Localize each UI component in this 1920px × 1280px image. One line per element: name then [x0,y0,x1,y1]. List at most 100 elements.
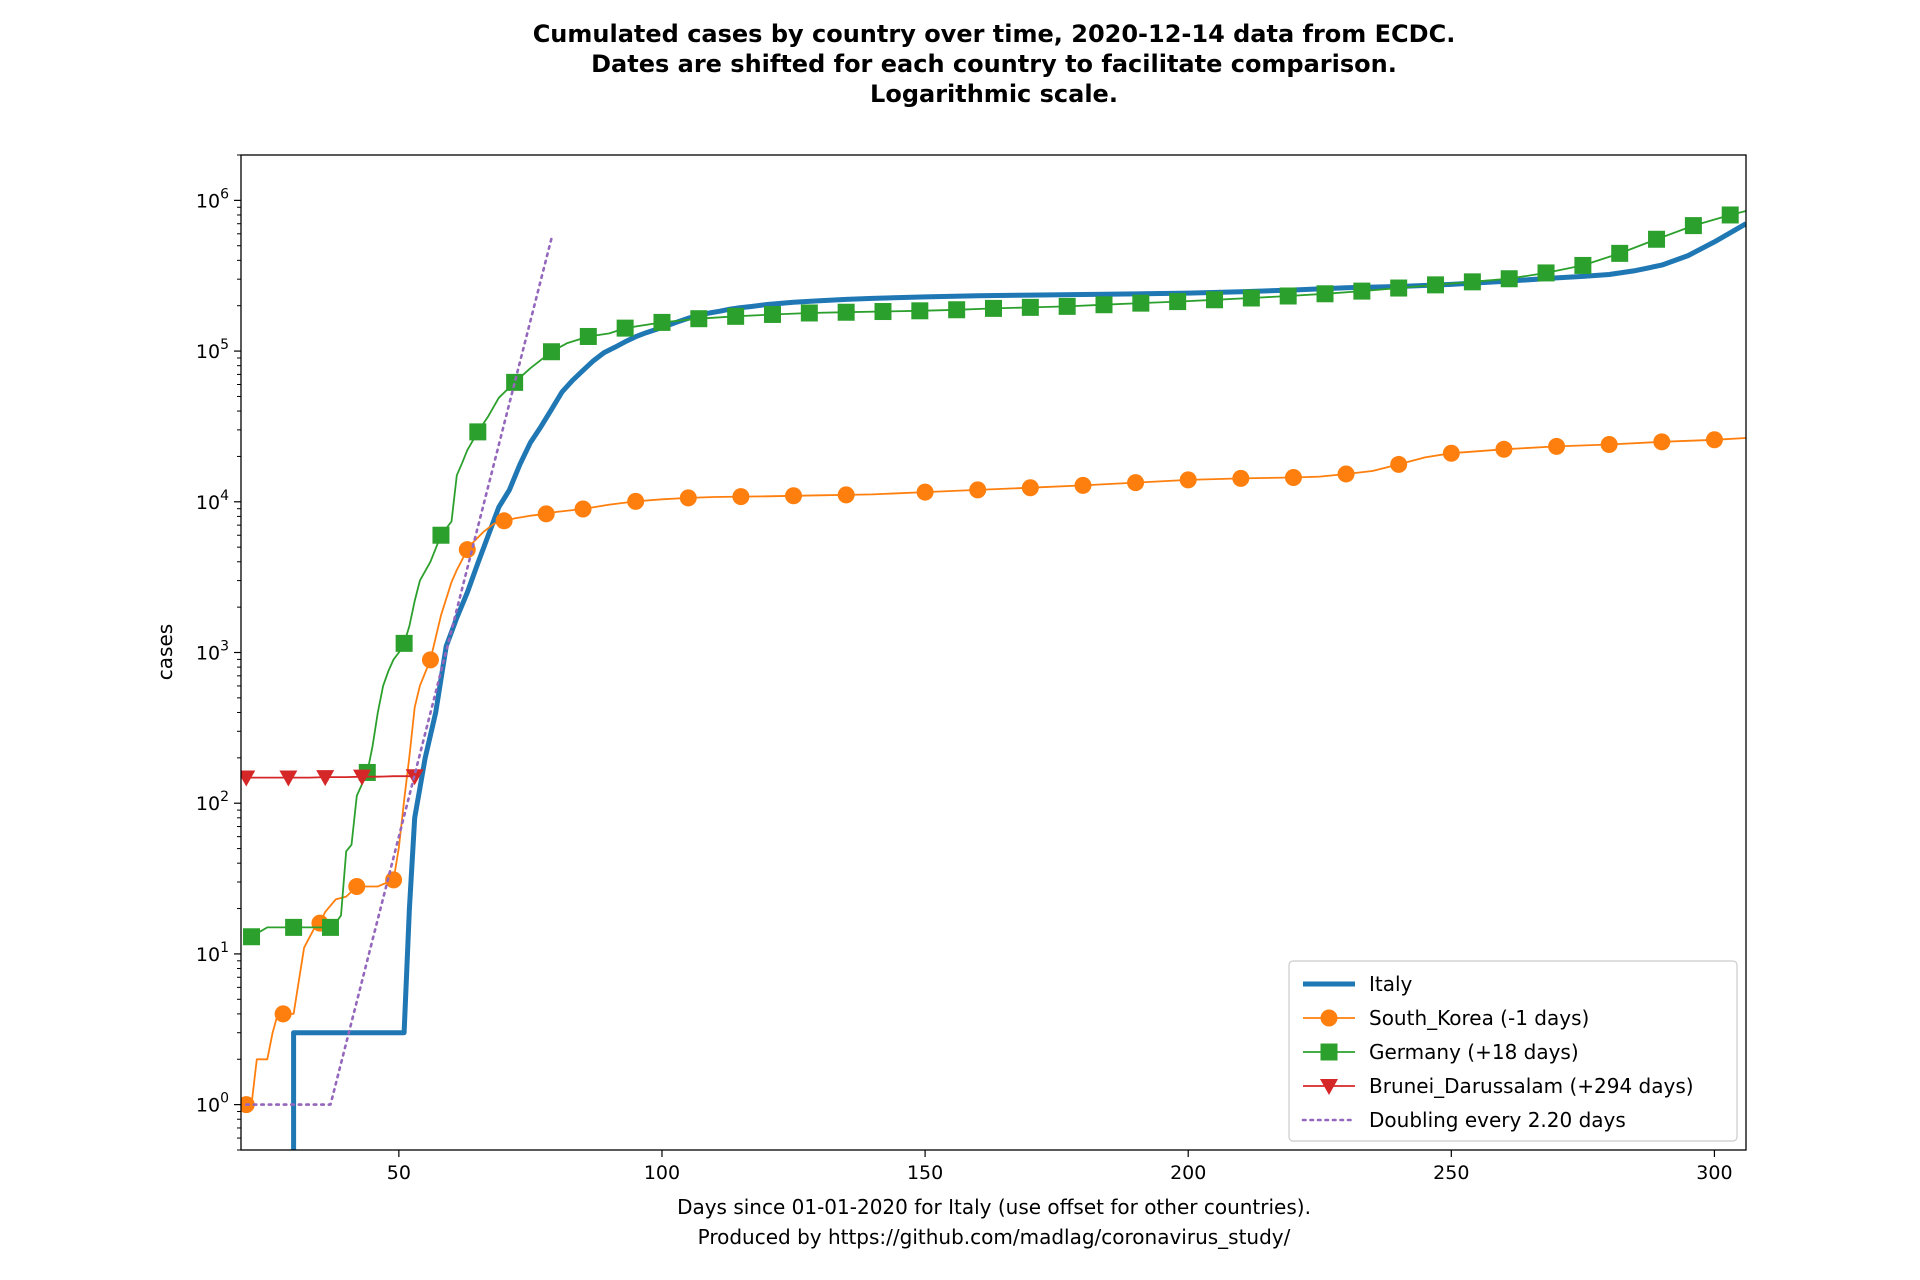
y-tick-label: 106 [196,186,229,212]
data-point [506,373,524,391]
data-point [1232,469,1250,487]
legend-item-italy: Italy [1303,972,1413,996]
y-tick-label: 102 [196,789,229,815]
chart-title-line-3: Logarithmic scale. [870,80,1118,108]
data-point [1206,291,1224,309]
x-tick-label: 250 [1433,1162,1469,1184]
chart-title: Cumulated cases by country over time, 20… [533,20,1456,108]
y-tick-label: 105 [196,337,229,363]
data-point [1316,285,1334,303]
data-point [1021,479,1039,497]
data-point [579,327,597,345]
y-tick-label: 104 [196,488,229,514]
data-point [1390,279,1408,297]
data-point [1169,293,1187,311]
legend-box [1288,960,1738,1142]
data-point [1337,465,1355,483]
data-point [874,303,892,321]
data-point [837,303,855,321]
data-point [916,483,934,501]
x-axis: 50 100 150 200 250 300 [387,1150,1733,1184]
data-point [1600,435,1618,453]
data-point [1095,296,1113,314]
data-point [985,299,1002,317]
series-doubling-every-2-20-days [245,237,553,1106]
x-tick-label: 200 [1170,1162,1206,1184]
legend-marker [1320,1043,1338,1061]
plot-area [240,154,1747,1151]
data-point [316,770,335,787]
legend-item-south-korea-1-days: South_Korea (-1 days) [1303,1006,1589,1030]
y-tick-label: 101 [196,940,229,966]
series-south-korea-1-days [241,431,1746,1114]
y-axis: 100 101 102 103 104 105 106 [196,154,241,1151]
data-point [1648,230,1666,248]
data-point [1279,287,1297,305]
data-point [542,343,560,361]
data-point [469,423,487,441]
data-point [1427,276,1445,294]
data-point [1721,206,1739,224]
data-point [348,878,366,896]
legend-label: Doubling every 2.20 days [1369,1108,1626,1132]
x-axis-label-line-1: Days since 01-01-2020 for Italy (use off… [677,1195,1311,1219]
data-point [763,305,781,323]
data-point [1653,433,1671,451]
x-tick-label: 100 [644,1162,680,1184]
data-point [574,500,592,518]
data-point [653,313,671,331]
series-germany-18-days [243,206,1746,946]
data-point [616,319,634,337]
data-point [1353,282,1371,300]
data-point [279,770,298,787]
series-brunei-darussalam-294-days [241,769,424,787]
data-point [395,634,413,652]
data-point [1500,270,1518,288]
chart-title-line-1: Cumulated cases by country over time, 20… [533,20,1456,48]
data-point [1242,289,1260,307]
data-point [1495,440,1513,458]
legend-label: Brunei_Darussalam (+294 days) [1369,1074,1694,1098]
data-point [1284,468,1302,486]
axis-labels: Days since 01-01-2020 for Italy (use off… [153,624,1311,1249]
data-point [495,512,513,530]
data-point [243,928,261,946]
data-point [432,526,450,544]
data-point [274,1005,292,1023]
data-point [1058,297,1076,315]
legend-item-germany-18-days: Germany (+18 days) [1303,1040,1579,1064]
data-point [837,486,855,504]
data-point [1463,273,1481,291]
data-point [1179,471,1197,489]
data-point [537,505,555,523]
data-point [911,302,929,320]
series-line-brunei-darussalam-294-days [246,775,415,779]
legend-marker [1320,1079,1338,1095]
data-point [1074,476,1092,494]
data-point [1548,437,1566,455]
legend-label: South_Korea (-1 days) [1369,1006,1589,1030]
data-point [800,304,818,322]
data-point [353,769,372,786]
series-line-doubling-every-2-20-days [245,237,553,1106]
data-point [969,481,987,499]
data-point [1021,298,1039,316]
data-point [241,770,256,787]
x-tick-label: 150 [907,1162,943,1184]
data-point [1611,244,1629,262]
data-point [1390,455,1408,473]
legend-item-brunei-darussalam-294-days: Brunei_Darussalam (+294 days) [1303,1074,1694,1098]
data-point [690,310,708,328]
data-point [1574,256,1592,274]
data-point [732,488,750,506]
data-point [679,489,697,507]
series-line-south-korea-1-days [246,437,1746,1106]
x-tick-label: 50 [387,1162,411,1184]
legend: Italy South_Korea (-1 days) Germany (+18 d… [1288,960,1738,1142]
data-point [285,918,303,936]
data-point [727,307,745,325]
data-point [1127,474,1145,492]
data-point [785,487,803,505]
data-point [1705,431,1723,449]
